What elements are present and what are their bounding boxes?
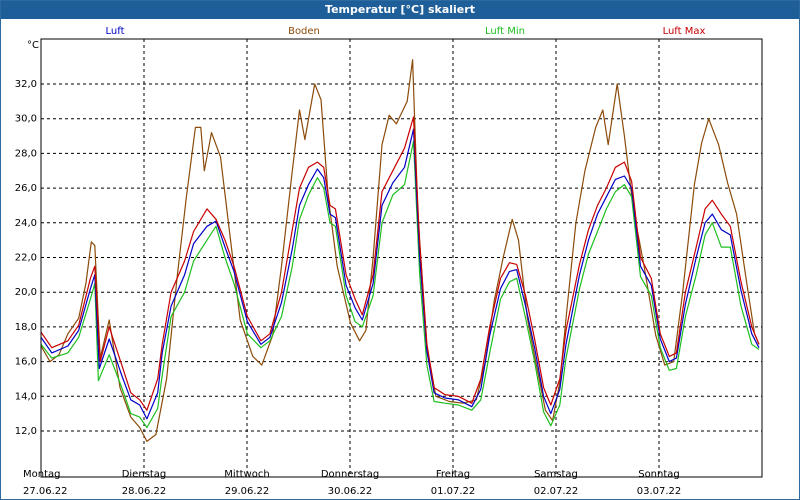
x-tick-date: 28.06.22 — [122, 486, 167, 497]
x-tick-weekday: Freitag — [436, 469, 470, 480]
y-tick-label: 16,0 — [15, 357, 37, 368]
series-line-luft — [40, 128, 760, 420]
x-tick-weekday: Donnerstag — [321, 469, 379, 480]
y-axis-label: °C — [27, 40, 39, 51]
grid — [41, 39, 762, 477]
y-tick-label: 22,0 — [15, 253, 37, 264]
series-line-luft-min — [40, 140, 760, 429]
x-tick-date: 03.07.22 — [637, 486, 682, 497]
x-tick-weekday: Dienstag — [122, 469, 167, 480]
series-lines — [40, 59, 760, 442]
legend-entry: Luft Max — [663, 26, 706, 37]
y-tick-label: 12,0 — [15, 426, 37, 437]
y-tick-label: 20,0 — [15, 287, 37, 298]
legend: Luft Boden Luft Min Luft Max — [106, 26, 706, 37]
y-tick-label: 30,0 — [15, 114, 37, 125]
legend-entry: Luft — [106, 26, 125, 37]
y-tick-label: 32,0 — [15, 79, 37, 90]
series-line-luft-max — [40, 116, 760, 411]
legend-entry: Luft Min — [485, 26, 525, 37]
x-tick-date: 29.06.22 — [225, 486, 270, 497]
y-tick-label: 14,0 — [15, 391, 37, 402]
legend-entry: Boden — [288, 26, 320, 37]
x-tick-weekday: Montag — [23, 469, 60, 480]
x-tick-date: 02.07.22 — [534, 486, 579, 497]
y-tick-label: 28,0 — [15, 148, 37, 159]
y-axis-ticks: 32,0 30,0 28,0 26,0 24,0 22,0 20,0 18,0 16,0 14,0… — [15, 79, 37, 437]
x-tick-date: 27.06.22 — [23, 486, 68, 497]
y-tick-label: 26,0 — [15, 183, 37, 194]
y-tick-label: 24,0 — [15, 218, 37, 229]
temperature-chart: Luft Boden Luft Min Luft Max °C 32,0 30,0 28,… — [15, 26, 763, 497]
x-tick-weekday: Mittwoch — [224, 469, 269, 480]
x-tick-weekday: Sonntag — [638, 469, 680, 480]
x-tick-weekday: Samstag — [534, 469, 578, 480]
x-tick-date: 01.07.22 — [431, 486, 476, 497]
window-title: Temperatur [°C] skaliert — [1, 1, 799, 19]
plot-frame — [40, 38, 763, 478]
x-tick-date: 30.06.22 — [328, 486, 373, 497]
series-line-boden — [40, 59, 760, 442]
y-tick-label: 18,0 — [15, 322, 37, 333]
x-axis-ticks: Montag 27.06.22 Dienstag 28.06.22 Mittwoch 29… — [23, 469, 681, 497]
